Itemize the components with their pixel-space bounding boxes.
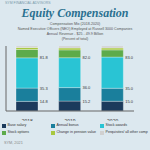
html-text:Equity Compensation: Equity Compensation bbox=[21, 6, 129, 20]
html-text:Stock options: Stock options bbox=[7, 130, 30, 134]
html-text:SYM FINANCIAL ADVISORS: SYM FINANCIAL ADVISORS bbox=[5, 1, 51, 5]
html-text:Compensation Mix (2018-2020): Compensation Mix (2018-2020) bbox=[49, 22, 101, 26]
svg-text:82.0: 82.0 bbox=[83, 55, 92, 60]
svg-text:81.8: 81.8 bbox=[40, 55, 49, 60]
svg-text:35.3: 35.3 bbox=[40, 86, 49, 91]
html-text:Annual Revenue - $25 - 49.9 Bi: Annual Revenue - $25 - 49.9 Billion bbox=[46, 32, 104, 36]
html-text:Change in pension value: Change in pension value bbox=[56, 130, 97, 134]
html-text:SYM, 2021: SYM, 2021 bbox=[4, 141, 23, 145]
html-text:Annual bonus: Annual bonus bbox=[56, 123, 79, 127]
svg-text:35.0: 35.0 bbox=[125, 86, 134, 91]
html-text:Named Executive Officers (NEO): Named Executive Officers (NEO) Employed … bbox=[17, 27, 133, 31]
html-text:Base salary: Base salary bbox=[7, 123, 27, 127]
svg-text:2020: 2020 bbox=[107, 118, 118, 121]
svg-text:36.0: 36.0 bbox=[83, 85, 92, 90]
svg-text:15.0: 15.0 bbox=[125, 99, 134, 104]
svg-text:15.2: 15.2 bbox=[83, 99, 92, 104]
svg-text:14.8: 14.8 bbox=[40, 99, 49, 104]
svg-text:2018: 2018 bbox=[22, 118, 33, 121]
html-text:(Percent of total): (Percent of total) bbox=[61, 37, 89, 41]
html-text:Stock awards: Stock awards bbox=[105, 123, 128, 127]
svg-text:83.0: 83.0 bbox=[125, 55, 134, 60]
html-text:Perquisites/ all other comp: Perquisites/ all other comp bbox=[105, 130, 148, 134]
svg-text:2019: 2019 bbox=[64, 118, 75, 121]
